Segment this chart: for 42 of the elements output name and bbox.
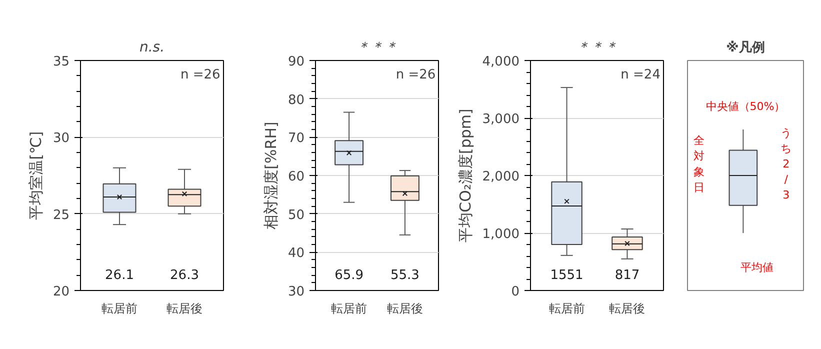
x-tick-label: 転居後	[609, 302, 646, 316]
y-axis-title: 平均室温[℃]	[26, 131, 45, 220]
y-tick-label: 30	[288, 284, 305, 300]
annotation: 55.3	[390, 268, 420, 283]
text: 中央値（50%）	[706, 100, 786, 113]
text: ※凡例	[726, 40, 765, 56]
y-tick-label: 35	[52, 54, 70, 70]
y-tick-label: 25	[52, 208, 70, 223]
x-tick-label: 転居前	[548, 302, 585, 316]
annotation: n =24	[620, 67, 660, 82]
annotation: 65.9	[334, 268, 364, 283]
text: 平均値	[740, 261, 774, 274]
y-tick-label: 40	[288, 246, 305, 262]
y-tick-label: 30	[52, 131, 70, 146]
x-tick-label: 転居前	[102, 302, 138, 316]
y-tick-label: 60	[288, 170, 305, 184]
annotation: 26.3	[170, 268, 199, 283]
y-tick-label: 90	[288, 54, 305, 70]
annotation: n =26	[180, 67, 220, 82]
y-tick-label: 80	[288, 92, 305, 108]
text: うち2/3	[780, 126, 792, 202]
y-tick-label: 4,000	[482, 54, 520, 70]
y-tick-label: 3,000	[482, 112, 520, 127]
text: 全対象日	[694, 134, 705, 194]
annotation: 817	[614, 268, 640, 283]
chart-title: n.s.	[139, 40, 165, 56]
annotation: n =26	[396, 67, 436, 82]
y-axis-title: 相対湿度[%RH]	[262, 122, 280, 230]
annotation: 1551	[550, 268, 584, 283]
x-tick-label: 転居後	[166, 302, 202, 316]
chart-title: ＊＊＊	[576, 40, 618, 56]
y-tick-label: 1,000	[482, 227, 520, 242]
y-axis-title: 平均CO₂濃度[ppm]	[456, 108, 474, 242]
y-tick-label: 2,000	[482, 170, 520, 184]
annotation: 26.1	[105, 268, 134, 283]
chart-title: ＊＊＊	[356, 40, 398, 56]
x-tick-label: 転居後	[386, 302, 423, 316]
y-tick-label: 20	[52, 284, 70, 300]
y-tick-label: 50	[288, 208, 305, 223]
x-tick-label: 転居前	[331, 302, 368, 316]
y-tick-label: 0	[511, 284, 520, 300]
y-tick-label: 70	[288, 131, 305, 146]
